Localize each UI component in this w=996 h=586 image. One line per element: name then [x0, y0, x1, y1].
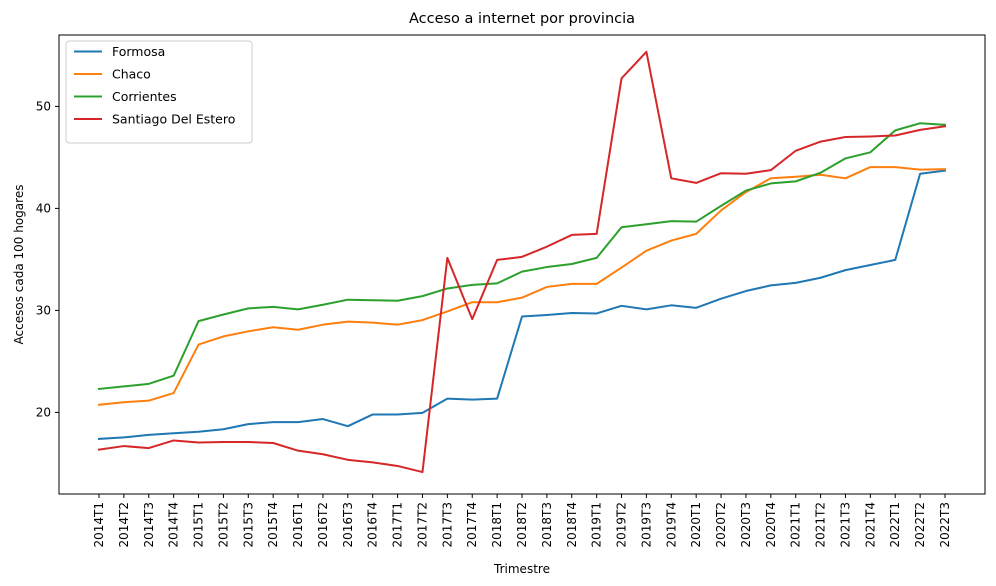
- x-tick-label: 2017T3: [440, 502, 454, 548]
- x-tick-label: 2020T1: [689, 502, 703, 548]
- x-tick-label: 2019T2: [615, 502, 629, 548]
- legend-box: [65, 40, 253, 144]
- x-tick-label: 2018T1: [490, 502, 504, 548]
- x-tick-label: 2017T4: [465, 502, 479, 548]
- legend-label: Chaco: [112, 67, 151, 82]
- x-tick-label: 2022T1: [888, 502, 902, 548]
- legend-label: Santiago Del Estero: [112, 112, 235, 127]
- x-tick-label: 2017T2: [415, 502, 429, 548]
- x-tick-label: 2020T3: [739, 502, 753, 548]
- y-tick-label: 50: [36, 99, 51, 113]
- chart-title: Acceso a internet por provincia: [409, 11, 635, 27]
- x-tick-label: 2021T2: [814, 502, 828, 548]
- x-tick-label: 2015T4: [266, 502, 280, 548]
- x-tick-label: 2017T1: [391, 502, 405, 548]
- y-tick-label: 20: [36, 405, 51, 419]
- x-tick-label: 2021T3: [838, 502, 852, 548]
- x-tick-label: 2020T2: [714, 502, 728, 548]
- x-tick-label: 2021T4: [863, 502, 877, 548]
- x-tick-label: 2015T1: [192, 502, 206, 548]
- x-tick-label: 2014T4: [167, 502, 181, 548]
- x-tick-label: 2021T1: [789, 502, 803, 548]
- x-tick-label: 2014T3: [142, 502, 156, 548]
- legend-label: Formosa: [112, 44, 165, 59]
- x-axis-title: Trimestre: [493, 562, 550, 576]
- x-tick-label: 2016T4: [366, 502, 380, 548]
- x-tick-label: 2015T2: [216, 502, 230, 548]
- x-tick-label: 2018T3: [540, 502, 554, 548]
- x-tick-label: 2014T2: [117, 502, 131, 548]
- y-tick-label: 40: [36, 201, 51, 215]
- x-tick-label: 2019T3: [639, 502, 653, 548]
- x-tick-label: 2018T2: [515, 502, 529, 548]
- x-tick-label: 2016T2: [316, 502, 330, 548]
- x-tick-label: 2014T1: [92, 502, 106, 548]
- x-tick-label: 2020T4: [764, 502, 778, 548]
- y-axis-title: Accesos cada 100 hogares: [12, 185, 26, 345]
- series-layer: [97, 50, 947, 474]
- x-tick-label: 2022T2: [913, 502, 927, 548]
- x-ticks: 2014T1 2014T2 2014T3 2014T4 2015T1 2015T2 2015…: [92, 494, 952, 548]
- legend: Formosa Chaco Corrientes Santiago Del Ester…: [65, 40, 253, 144]
- legend-label: Corrientes: [112, 89, 177, 104]
- x-tick-label: 2018T4: [565, 502, 579, 548]
- x-tick-label: 2015T3: [241, 502, 255, 548]
- x-tick-label: 2022T3: [938, 502, 952, 548]
- x-tick-label: 2016T1: [291, 502, 305, 548]
- x-tick-label: 2019T4: [664, 502, 678, 548]
- x-tick-label: 2019T1: [590, 502, 604, 548]
- x-tick-label: 2016T3: [341, 502, 355, 548]
- y-tick-label: 30: [36, 303, 51, 317]
- y-ticks: 20 30 40 50: [36, 99, 59, 419]
